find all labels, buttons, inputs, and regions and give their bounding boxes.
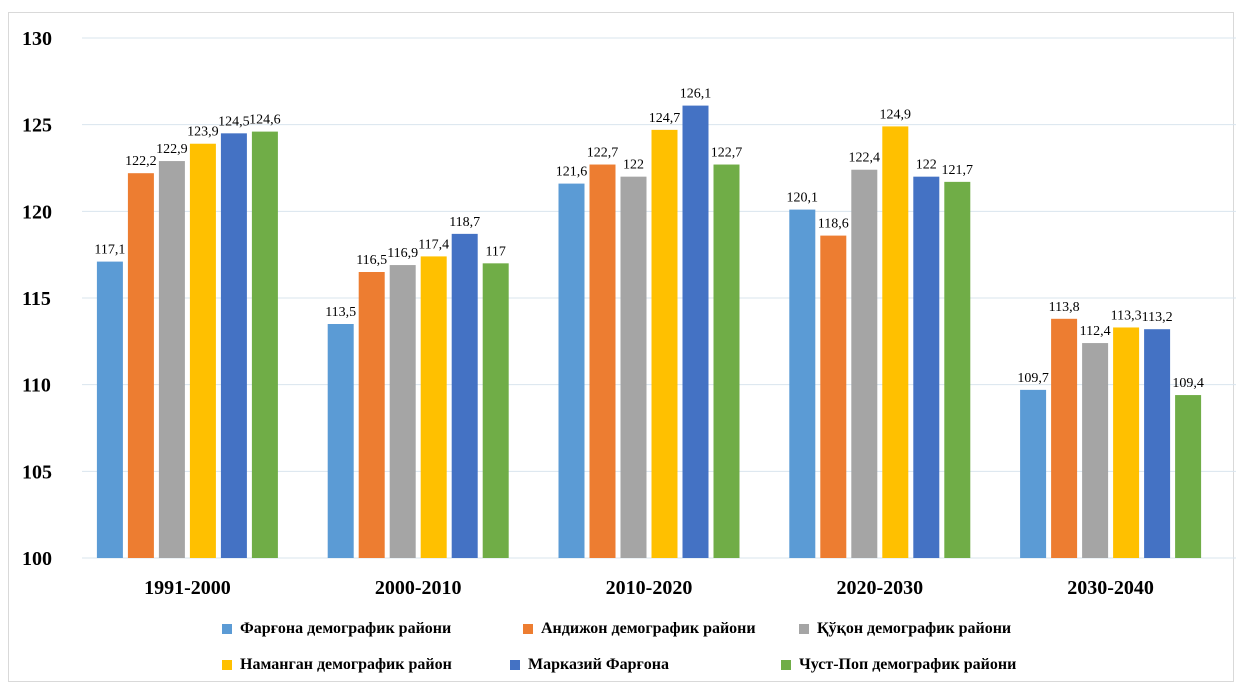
bar: [851, 169, 878, 558]
data-label: 126,1: [680, 87, 712, 102]
data-label: 113,8: [1049, 300, 1080, 315]
x-tick-label: 2000-2010: [375, 577, 462, 599]
x-tick-label: 2020-2030: [836, 577, 923, 599]
data-label: 113,5: [325, 305, 356, 320]
legend-swatch: [510, 660, 520, 670]
bar: [1020, 389, 1047, 558]
data-label: 122: [916, 158, 937, 173]
bar: [127, 173, 154, 558]
data-label: 116,5: [356, 253, 387, 268]
bar: [558, 183, 585, 558]
bar: [589, 164, 616, 559]
data-label: 117,1: [94, 243, 125, 258]
bar: [789, 209, 816, 558]
legend-label: Чуст-Поп демографик райони: [799, 656, 1017, 673]
legend-swatch: [222, 660, 232, 670]
bar: [451, 233, 478, 558]
bar: [389, 265, 416, 558]
bar: [1113, 327, 1140, 558]
bar: [251, 131, 278, 558]
bar: [944, 181, 971, 558]
legend-label: Наманган демографик район: [240, 656, 452, 673]
bar: [882, 126, 909, 559]
y-tick-label: 110: [22, 375, 51, 397]
data-label: 118,6: [818, 217, 849, 232]
x-tick-label: 2030-2040: [1067, 577, 1154, 599]
data-label: 121,7: [942, 163, 974, 178]
legend-swatch: [222, 624, 232, 634]
data-label: 116,9: [387, 246, 418, 261]
y-tick-label: 120: [22, 201, 52, 223]
bar: [189, 143, 216, 558]
data-label: 121,6: [556, 165, 588, 180]
bar: [1082, 343, 1109, 558]
bar: [96, 261, 123, 558]
data-label: 124,6: [249, 113, 281, 128]
y-tick-label: 125: [22, 115, 52, 137]
data-label: 109,4: [1172, 376, 1204, 391]
x-tick-label: 2010-2020: [606, 577, 693, 599]
legend-item: Қўқон демографик райони: [799, 620, 1049, 638]
data-label: 124,5: [218, 114, 250, 129]
legend-row-2: Наманган демографик район Марказий Фарғон…: [222, 656, 1081, 674]
bar: [220, 133, 247, 559]
legend-item: Марказий Фарғона: [510, 656, 781, 674]
data-label: 109,7: [1017, 371, 1049, 386]
bar: [327, 324, 354, 558]
bar: [1051, 318, 1078, 558]
legend-swatch: [799, 624, 809, 634]
data-label: 122,4: [849, 151, 881, 166]
data-label: 124,7: [649, 111, 681, 126]
y-tick-label: 100: [22, 548, 52, 570]
legend-swatch: [523, 624, 533, 634]
y-tick-label: 105: [22, 461, 52, 483]
y-tick-label: 115: [22, 288, 51, 310]
legend-item: Чуст-Поп демографик райони: [781, 656, 1081, 674]
bar: [1175, 395, 1202, 558]
y-tick-label: 130: [22, 28, 52, 50]
bar: [420, 256, 447, 558]
data-label: 122: [623, 158, 644, 173]
bar: [158, 161, 185, 559]
data-label: 117: [485, 244, 505, 259]
bar: [482, 263, 509, 558]
x-tick-label: 1991-2000: [144, 577, 231, 599]
data-label: 112,4: [1080, 324, 1111, 339]
data-label: 113,3: [1111, 308, 1142, 323]
bar: [913, 176, 940, 558]
data-label: 124,9: [880, 107, 912, 122]
legend-item: Андижон демографик райони: [523, 620, 799, 638]
legend-row-1: Фарғона демографик райони Андижон демогра…: [222, 620, 1049, 638]
data-label: 122,9: [156, 142, 188, 157]
bar: [620, 176, 647, 558]
data-label: 123,9: [187, 125, 219, 140]
bar: [820, 235, 847, 558]
bar: [651, 129, 678, 558]
bar: [1144, 329, 1171, 558]
legend-label: Андижон демографик райони: [541, 620, 756, 637]
legend-swatch: [781, 660, 791, 670]
data-label: 117,4: [418, 237, 449, 252]
bar: [713, 164, 740, 559]
data-label: 118,7: [449, 215, 480, 230]
bar: [682, 105, 709, 558]
data-label: 122,7: [711, 146, 743, 161]
legend-label: Марказий Фарғона: [528, 656, 669, 673]
bar: [358, 272, 385, 558]
data-label: 122,7: [587, 146, 619, 161]
legend-item: Фарғона демографик райони: [222, 620, 523, 638]
data-label: 122,2: [125, 154, 157, 169]
legend-label: Фарғона демографик райони: [240, 620, 452, 637]
data-label: 113,2: [1142, 310, 1173, 325]
data-label: 120,1: [787, 191, 819, 206]
legend-label: Қўқон демографик райони: [817, 620, 1012, 637]
legend-item: Наманган демографик район: [222, 656, 510, 674]
